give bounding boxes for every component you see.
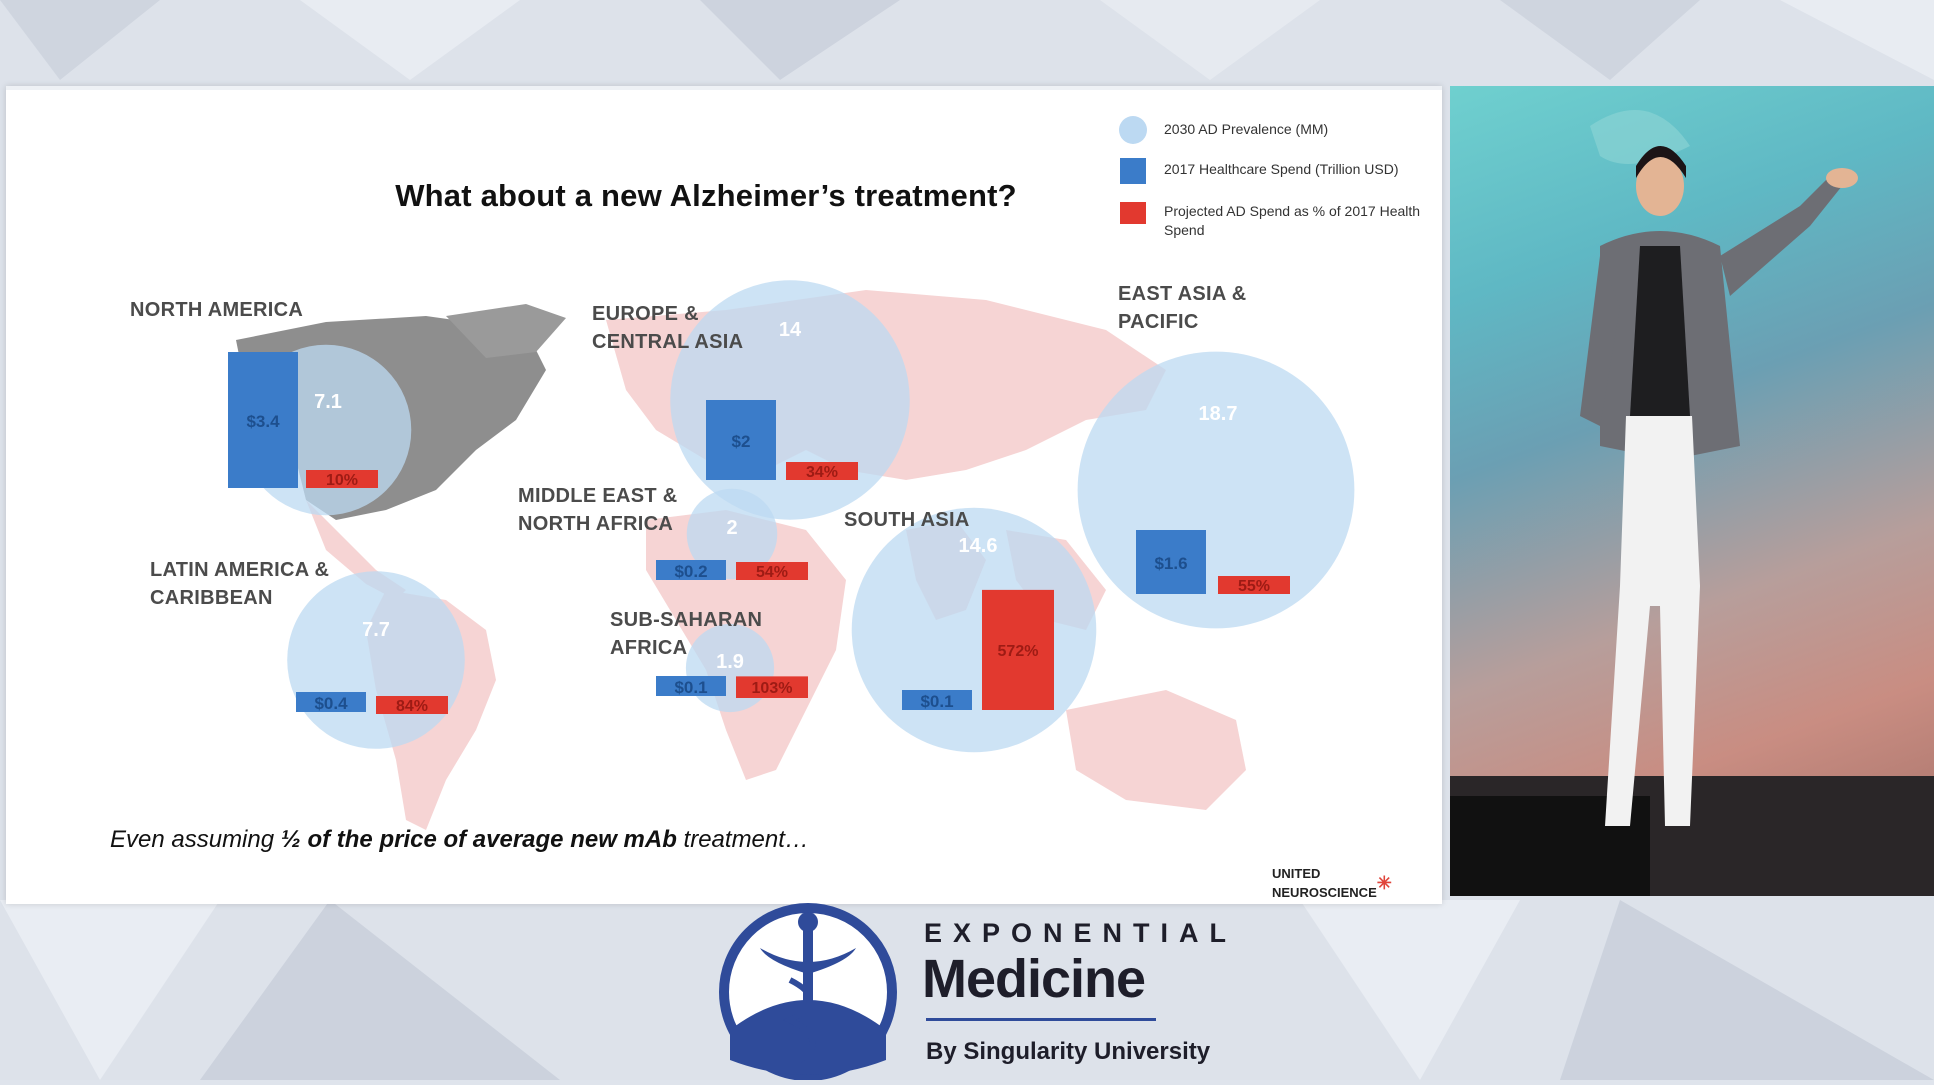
pct-bar-middle-east-north-africa [736, 562, 808, 580]
legend-pct-swatch [1120, 202, 1146, 224]
presentation-slide: 7.1 $3.4 10% 14 $2 34% 18.7 $1.6 55% 2 $0.2 54% 14.6… [6, 86, 1442, 904]
map-australia [1066, 690, 1246, 810]
spark-icon: ✳ [1376, 873, 1392, 893]
branding-divider [926, 1018, 1156, 1021]
pct-bar-europe-central-asia [786, 462, 858, 480]
footnote-bold: ½ of the price of average new mAb [280, 826, 677, 853]
spend-label-latin-america-caribbean: $0.4 [314, 694, 348, 713]
chart-marks: 7.1 $3.4 10% 14 $2 34% 18.7 $1.6 55% 2 $0.2 54% 14.6… [228, 280, 1355, 753]
spend-label-middle-east-north-africa: $0.2 [674, 562, 707, 581]
prevalence-label-middle-east-north-africa: 2 [726, 517, 737, 539]
legend-circle-swatch [1119, 116, 1147, 144]
slide-title: What about a new Alzheimer’s treatment? [395, 178, 1017, 213]
spend-label-north-america: $3.4 [246, 412, 280, 431]
caduceus-icon [719, 903, 897, 1081]
company-logo-text: UNITED NEUROSCIENCE [1272, 866, 1377, 900]
region-label-latin-america-caribbean: LATIN AMERICA & CARIBBEAN [150, 559, 330, 609]
branding-line-singularity: By Singularity University [926, 1038, 1211, 1065]
legend-label-spend: 2017 Healthcare Spend (Trillion USD) [1164, 161, 1399, 177]
region-label-sub-saharan-africa: SUB-SAHARAN AFRICA [610, 609, 763, 659]
pct-label-latin-america-caribbean: 84% [396, 698, 428, 715]
pct-label-south-asia: 572% [998, 643, 1039, 660]
region-label-middle-east-north-africa: MIDDLE EAST & NORTH AFRICA [518, 485, 678, 535]
pct-bar-latin-america-caribbean [376, 696, 448, 714]
spend-label-europe-central-asia: $2 [732, 432, 751, 451]
speaker-figure [1450, 110, 1934, 896]
branding-line-exponential: EXPONENTIAL [924, 918, 1238, 948]
prevalence-label-east-asia-pacific: 18.7 [1199, 403, 1238, 425]
region-label-north-america: NORTH AMERICA [130, 299, 304, 321]
spend-bar-east-asia-pacific [1136, 530, 1206, 594]
prevalence-label-latin-america-caribbean: 7.7 [362, 619, 390, 641]
pct-label-east-asia-pacific: 55% [1238, 578, 1270, 595]
prevalence-label-europe-central-asia: 14 [779, 319, 802, 341]
legend-label-pct: Projected AD Spend as % of 2017 Health S… [1164, 203, 1421, 238]
prevalence-label-north-america: 7.1 [314, 391, 342, 413]
pct-label-sub-saharan-africa: 103% [752, 680, 793, 697]
spend-bar-sub-saharan-africa [656, 676, 726, 696]
pct-bar-north-america [306, 470, 378, 488]
spend-bar-south-asia [902, 690, 972, 710]
prevalence-label-sub-saharan-africa: 1.9 [716, 651, 744, 673]
footnote-suffix: treatment… [676, 826, 809, 853]
legend-label-prevalence: 2030 AD Prevalence (MM) [1164, 121, 1329, 137]
pct-label-north-america: 10% [326, 472, 358, 489]
spend-label-sub-saharan-africa: $0.1 [674, 678, 707, 697]
spend-bar-middle-east-north-africa [656, 560, 726, 580]
spend-bar-latin-america-caribbean [296, 692, 366, 712]
chart-canvas: 7.1 $3.4 10% 14 $2 34% 18.7 $1.6 55% 2 $0.2 54% 14.6… [228, 280, 1355, 830]
pct-bar-sub-saharan-africa [736, 676, 808, 698]
pct-bar-south-asia [982, 589, 1054, 710]
pct-label-europe-central-asia: 34% [806, 464, 838, 481]
spend-label-east-asia-pacific: $1.6 [1154, 554, 1187, 573]
pct-label-middle-east-north-africa: 54% [756, 564, 788, 581]
region-label-south-asia: SOUTH ASIA [844, 509, 970, 531]
map-greenland [446, 304, 566, 358]
pct-bar-east-asia-pacific [1218, 576, 1290, 594]
spend-label-south-asia: $0.1 [920, 692, 953, 711]
company-logo: UNITED NEUROSCIENCE✳ [1272, 866, 1442, 902]
spend-bar-europe-central-asia [706, 400, 776, 480]
event-branding [0, 900, 1934, 1081]
region-label-east-asia-pacific: EAST ASIA & PACIFIC [1118, 283, 1247, 333]
region-label-europe-central-asia: EUROPE & CENTRAL ASIA [592, 303, 744, 353]
footnote-prefix: Even assuming [110, 826, 281, 853]
spend-bar-north-america [228, 352, 298, 488]
prevalence-circle-east-asia-pacific [1077, 351, 1355, 629]
speaker-video-feed [1450, 86, 1934, 896]
prevalence-label-south-asia: 14.6 [959, 535, 998, 557]
branding-line-medicine: Medicine [922, 949, 1146, 1009]
legend-spend-swatch [1120, 158, 1146, 184]
slide-footnote: Even assuming ½ of the price of average … [110, 826, 809, 854]
prevalence-circle-middle-east-north-africa [686, 488, 778, 580]
